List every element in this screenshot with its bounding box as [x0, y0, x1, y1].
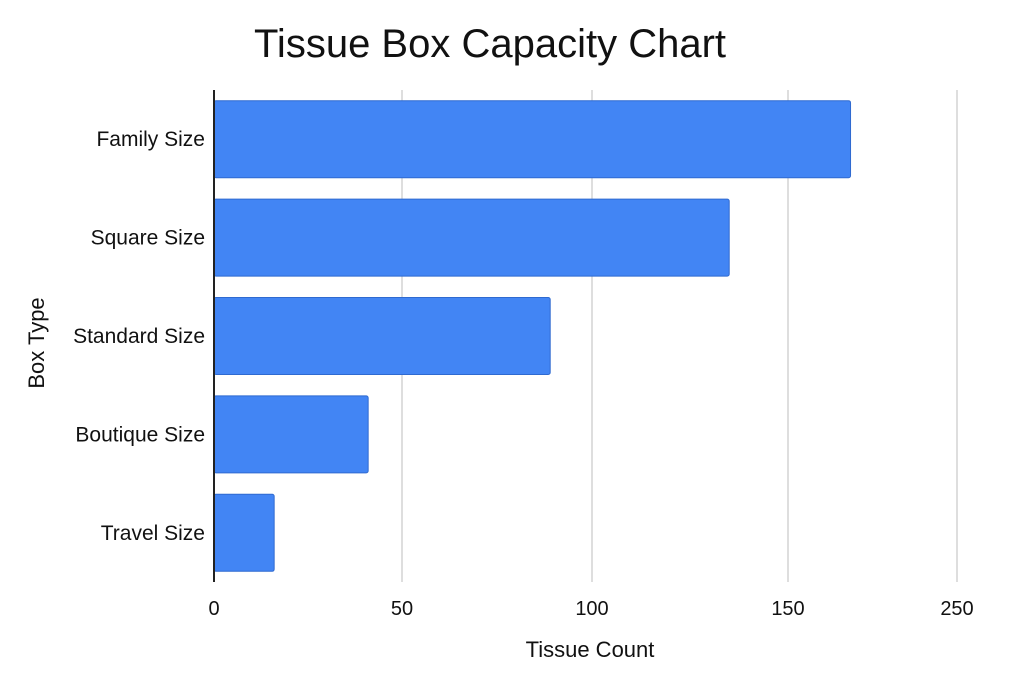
category-label: Travel Size — [101, 522, 205, 545]
category-label: Family Size — [96, 128, 205, 151]
bars — [213, 100, 852, 572]
x-tick-labels: 0 50 100 150 250 — [208, 598, 973, 620]
bar — [213, 297, 551, 375]
x-axis-label: Tissue Count — [526, 637, 655, 662]
bar — [213, 493, 275, 572]
bar — [213, 100, 852, 179]
x-tick-label: 100 — [575, 598, 608, 620]
bar — [213, 395, 369, 474]
x-tick-label: 0 — [208, 598, 219, 620]
x-tick-label: 250 — [940, 598, 973, 620]
category-label: Square Size — [91, 227, 205, 250]
category-labels: Family Size Square Size Standard Size Bouti… — [73, 128, 205, 545]
bar — [213, 198, 730, 277]
chart-title: Tissue Box Capacity Chart — [253, 22, 727, 66]
category-label: Standard Size — [73, 325, 205, 348]
y-axis-label: Box Type — [24, 297, 49, 388]
category-label: Boutique Size — [75, 423, 205, 446]
x-tick-label: 150 — [771, 598, 804, 620]
x-tick-label: 50 — [391, 598, 413, 620]
